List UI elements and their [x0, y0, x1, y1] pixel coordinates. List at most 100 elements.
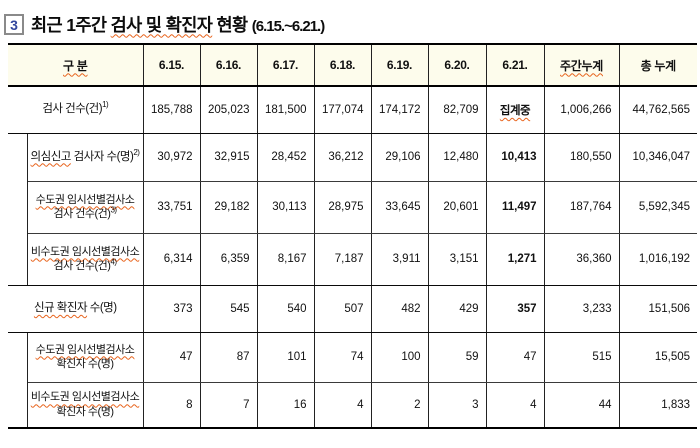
cell-value: 15,505 [619, 332, 698, 383]
cell-value: 12,480 [428, 133, 487, 182]
cell-value: 540 [257, 285, 315, 333]
footnote-marker: 4) [110, 257, 117, 267]
row-label-noncapital-screening-confirmed: 비수도권 임시선별검사소 확진자 수(명) [27, 382, 144, 428]
section-title: 최근 1주간 검사 및 확진자 현황 (6.15.~6.21.) [31, 12, 325, 37]
cell-value: 74 [314, 332, 372, 383]
footnote-marker: 3) [110, 205, 117, 215]
cell-value: 2 [371, 382, 429, 428]
cell-value: 185,788 [143, 86, 201, 134]
column-header-category-label: 구 분 [63, 58, 88, 73]
cell-value: 373 [143, 285, 201, 333]
column-header-category: 구 분 [8, 44, 144, 87]
cell-value: 11,497 [486, 181, 545, 234]
cell-value: 47 [143, 332, 201, 383]
cell-value: 3,233 [544, 285, 620, 333]
cell-value: 100 [371, 332, 429, 383]
indent-spacer [8, 133, 28, 286]
table-row-capital-screening-confirmed: 수도권 임시선별검사소 확진자 수(명) 47 87 101 74 100 59 … [8, 332, 698, 428]
cell-value: 10,346,047 [619, 133, 698, 182]
cell-value: 28,975 [314, 181, 372, 234]
title-suffix: 현황 [212, 14, 252, 35]
cell-value: 36,212 [314, 133, 372, 182]
row-label-text: 검사자 수(명) [70, 150, 134, 163]
cell-value: 545 [200, 285, 258, 333]
table-row-new-confirmed: 신규 확진자 수(명) 373 545 540 507 482 429 357 … [8, 285, 698, 333]
section-number-badge: 3 [4, 13, 24, 35]
cell-value: 429 [428, 285, 487, 333]
cell-value: 3,151 [428, 233, 487, 286]
cell-value: 3,911 [371, 233, 429, 286]
cell-value: 7,187 [314, 233, 372, 286]
cell-value: 1,833 [661, 398, 691, 411]
row-label-text: 수도권 임시선별검사소 [35, 343, 135, 356]
row-label-text: 확진자 수(명) [56, 358, 114, 370]
row-label-text: 수(명) [87, 302, 117, 315]
cell-value: 187,764 [544, 181, 620, 234]
cell-value: 6,359 [200, 233, 258, 286]
footnote-marker: 1) [102, 100, 109, 110]
cell-value: 47 [486, 332, 545, 383]
cell-value: 4 [486, 382, 545, 428]
cell-value: 33,751 [143, 181, 201, 234]
pending-label: 집계중 [499, 104, 531, 117]
row-label-text: 신규 확진자 [33, 302, 88, 315]
cell-value: 33,645 [371, 181, 429, 234]
cell-value: 1,006,266 [544, 86, 620, 134]
cell-value: 44 [544, 382, 620, 428]
cell-value: 7 [200, 382, 258, 428]
cell-value: 20,601 [428, 181, 487, 234]
row-label-text: 수도권 임시선별검사소 [35, 193, 135, 206]
cell-value: 30,113 [257, 181, 315, 234]
column-header-weekly-total: 주간누계 [544, 44, 620, 87]
table-row-noncapital-screening-tests: 비수도권 임시선별검사소 검사 건수(건)4) 6,314 6,359 8,167… [8, 233, 698, 286]
cell-value: 82,709 [428, 86, 487, 134]
row-label-text: 검사 건수(건) [53, 260, 111, 272]
column-header-date-6: 6.20. [428, 44, 487, 87]
cell-value: 507 [314, 285, 372, 333]
cell-value: 32,915 [200, 133, 258, 182]
title-keyword: 검사 및 확진자 [110, 14, 213, 35]
column-header-date-5: 6.19. [371, 44, 429, 87]
cell-value: 36,360 [544, 233, 620, 286]
title-date-range: (6.15.~6.21.) [251, 17, 325, 35]
cell-value: 87 [200, 332, 258, 383]
cell-value: 29,182 [200, 181, 258, 234]
column-header-grand-total: 총 누계 [619, 44, 698, 87]
row-label-text: 확진자 수(명) [56, 405, 114, 418]
row-label-suspected-tested: 의심신고 검사자 수(명)2) [27, 133, 144, 182]
row-label-noncapital-screening-tests: 비수도권 임시선별검사소 검사 건수(건)4) [27, 233, 144, 286]
column-header-date-4: 6.18. [314, 44, 372, 87]
column-header-date-2: 6.16. [200, 44, 258, 87]
title-prefix: 최근 1주간 [31, 14, 111, 35]
cell-value: 5,592,345 [619, 181, 698, 234]
cell-value: 181,500 [257, 86, 315, 134]
cell-value: 16 [257, 382, 315, 428]
cell-value: 8,167 [257, 233, 315, 286]
cell-value: 30,972 [143, 133, 201, 182]
cell-value: 59 [428, 332, 487, 383]
page-title: 3 최근 1주간 검사 및 확진자 현황 (6.15.~6.21.) [0, 0, 700, 38]
cell-value: 1,271 [486, 233, 545, 286]
cell-value: 180,550 [544, 133, 620, 182]
table-row-suspected-tested: 의심신고 검사자 수(명)2) 30,972 32,915 28,452 36,… [8, 133, 698, 286]
cell-value-pending: 집계중 [486, 86, 545, 134]
row-label-text: 검사 건수(건) [53, 208, 111, 220]
cell-value: 205,023 [200, 86, 258, 134]
header-row: 구 분 6.15. 6.16. 6.17. 6.18. 6.19. 6.20. … [8, 44, 698, 87]
row-label-text: 의심신고 [30, 150, 72, 163]
cell-value: 3 [428, 382, 487, 428]
cell-value: 482 [371, 285, 429, 333]
column-header-weekly-total-label: 주간누계 [560, 58, 603, 73]
cell-value: 29,106 [371, 133, 429, 182]
weekly-stats-table: 구 분 6.15. 6.16. 6.17. 6.18. 6.19. 6.20. … [8, 43, 698, 429]
row-label-test-count: 검사 건수(건)1) [8, 86, 144, 134]
indent-spacer [8, 332, 28, 428]
cell-value: 8 [143, 382, 201, 428]
column-header-date-3: 6.17. [257, 44, 315, 87]
cell-value: 44,762,565 [619, 86, 698, 134]
cell-value: 10,413 [486, 133, 545, 182]
row-label-text: 검사 건수(건) [42, 103, 103, 116]
